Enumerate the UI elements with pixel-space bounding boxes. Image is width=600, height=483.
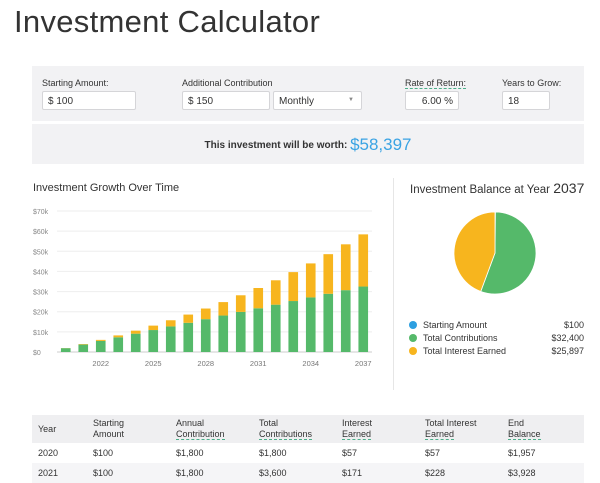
y-tick-label: $0: [33, 350, 41, 357]
bar-interest: [218, 302, 228, 315]
table-cell: $1,800: [170, 463, 253, 483]
bar-contributions: [358, 287, 368, 352]
x-tick-label: 2028: [197, 359, 214, 368]
bar-contributions: [306, 297, 316, 352]
y-tick-label: $40k: [33, 269, 49, 276]
y-tick-label: $20k: [33, 310, 49, 317]
bar-contributions: [166, 326, 176, 352]
bar-contributions: [271, 305, 281, 352]
bar-contributions: [113, 337, 123, 352]
y-tick-label: $10k: [33, 330, 49, 337]
table-cell: $57: [419, 443, 502, 463]
legend-item: Starting Amount $100: [409, 320, 584, 332]
table-cell: $1,800: [253, 443, 336, 463]
table-cell: 2020: [32, 443, 87, 463]
bar-interest: [113, 335, 123, 337]
x-tick-label: 2025: [145, 359, 162, 368]
bar-contributions: [323, 294, 333, 352]
y-tick-label: $30k: [33, 290, 49, 297]
bar-contributions: [288, 301, 298, 352]
bar-contributions: [183, 323, 193, 352]
bar-contributions: [341, 290, 351, 352]
x-tick-label: 2022: [92, 359, 109, 368]
legend-item: Total Contributions $32,400: [409, 333, 584, 345]
table-cell: $100: [87, 463, 170, 483]
bar-contributions: [61, 348, 71, 352]
x-tick-label: 2031: [250, 359, 267, 368]
legend-name: Total Interest Earned: [423, 346, 506, 356]
legend-value: $32,400: [551, 333, 584, 343]
bar-interest: [341, 244, 351, 290]
bar-contributions: [201, 319, 211, 352]
legend-dot-icon: [409, 321, 417, 329]
bar-interest: [323, 254, 333, 294]
y-tick-label: $60k: [33, 229, 49, 236]
legend-dot-icon: [409, 334, 417, 342]
column-header: Year: [32, 415, 87, 443]
bar-interest: [131, 331, 141, 334]
bar-interest: [358, 234, 368, 286]
bar-interest: [96, 340, 106, 341]
table-cell: $1,957: [502, 443, 584, 463]
legend-name: Starting Amount: [423, 320, 487, 330]
legend-name: Total Contributions: [423, 333, 498, 343]
table-cell: 2021: [32, 463, 87, 483]
legend-value: $100: [564, 320, 584, 330]
bar-contributions: [148, 330, 158, 352]
legend-dot-icon: [409, 347, 417, 355]
table-cell: $1,800: [170, 443, 253, 463]
table-row: 2021$100$1,800$3,600$171$228$3,928: [32, 463, 584, 483]
bar-interest: [166, 320, 176, 326]
table-cell: $57: [336, 443, 419, 463]
bar-contributions: [78, 345, 88, 352]
bar-contributions: [253, 308, 263, 352]
bar-contributions: [236, 312, 246, 352]
table-cell: $100: [87, 443, 170, 463]
bar-interest: [183, 315, 193, 323]
y-tick-label: $70k: [33, 209, 49, 216]
table-cell: $3,928: [502, 463, 584, 483]
table-row: 2020$100$1,800$1,800$57$57$1,957: [32, 443, 584, 463]
x-tick-label: 2037: [355, 359, 372, 368]
y-tick-label: $50k: [33, 249, 49, 256]
bar-contributions: [131, 334, 141, 352]
bar-interest: [288, 272, 298, 301]
table-cell: $3,600: [253, 463, 336, 483]
bar-interest: [306, 263, 316, 297]
legend-value: $25,897: [551, 346, 584, 356]
bar-contributions: [218, 316, 228, 352]
bar-interest: [201, 309, 211, 320]
table-cell: $228: [419, 463, 502, 483]
bar-interest: [271, 280, 281, 304]
bar-contributions: [96, 341, 106, 352]
bar-interest: [236, 295, 246, 312]
legend-item: Total Interest Earned $25,897: [409, 346, 584, 358]
x-tick-label: 2034: [302, 359, 319, 368]
bar-interest: [253, 288, 263, 308]
table-cell: $171: [336, 463, 419, 483]
bar-interest: [148, 326, 158, 330]
